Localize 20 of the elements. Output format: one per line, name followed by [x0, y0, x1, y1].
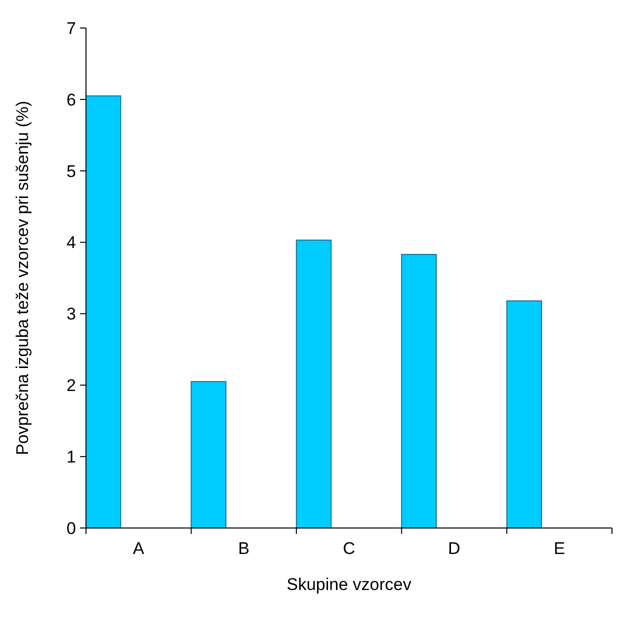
- bar: [190, 381, 226, 528]
- y-tick-label: 1: [66, 448, 76, 467]
- x-tick-label: A: [132, 539, 145, 558]
- y-tick-label: 5: [66, 162, 76, 181]
- bar: [86, 95, 122, 528]
- y-tick-label: 0: [66, 518, 76, 538]
- y-axis-title: Povprečna izguba teže vzorcev pri sušenju (%): [13, 100, 32, 456]
- y-tick-label: 7: [66, 18, 76, 38]
- y-tick-label: 4: [66, 233, 76, 252]
- x-tick-label: B: [238, 539, 250, 558]
- bar: [296, 240, 332, 528]
- x-tick-label: D: [448, 539, 460, 558]
- bar: [401, 254, 437, 528]
- y-tick-label: 2: [66, 376, 76, 396]
- x-tick-label: C: [342, 539, 356, 558]
- y-tick-label: 6: [66, 90, 76, 110]
- y-tick-label: 3: [66, 304, 76, 324]
- x-tick-label: E: [554, 539, 566, 558]
- x-axis-title: Skupine vzorcev: [286, 575, 412, 594]
- bar: [506, 300, 542, 528]
